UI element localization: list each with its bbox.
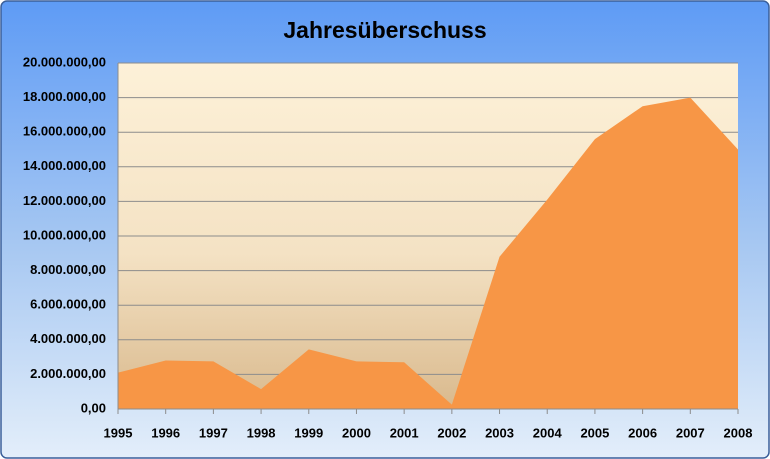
x-tick-label: 2006 [628,425,657,440]
x-tick-label: 2003 [485,425,514,440]
area [118,97,738,409]
y-tick-label: 16.000.000,00 [23,124,106,139]
x-tick-label: 1998 [247,425,276,440]
x-tick-label: 2004 [533,425,563,440]
x-tick-label: 2001 [390,425,419,440]
x-tick-label: 1997 [199,425,228,440]
y-tick-label: 18.000.000,00 [23,89,106,104]
y-tick-label: 4.000.000,00 [30,331,106,346]
chart-title: Jahresüberschuss [283,17,486,43]
x-tick-label: 1999 [294,425,323,440]
y-tick-label: 12.000.000,00 [23,193,106,208]
x-tick-label: 2005 [580,425,609,440]
x-tick-label: 2008 [724,425,753,440]
x-tick-label: 1995 [104,425,133,440]
x-tick-label: 1996 [151,425,180,440]
y-tick-label: 8.000.000,00 [30,262,106,277]
y-tick-label: 2.000.000,00 [30,366,106,381]
y-tick-label: 14.000.000,00 [23,158,106,173]
y-tick-label: 20.000.000,00 [23,54,106,69]
y-tick-label: 10.000.000,00 [23,227,106,242]
y-tick-label: 0,00 [81,400,106,415]
x-tick-label: 2002 [437,425,466,440]
x-tick-label: 2000 [342,425,371,440]
x-tick-label: 2007 [676,425,705,440]
y-tick-label: 6.000.000,00 [30,297,106,312]
